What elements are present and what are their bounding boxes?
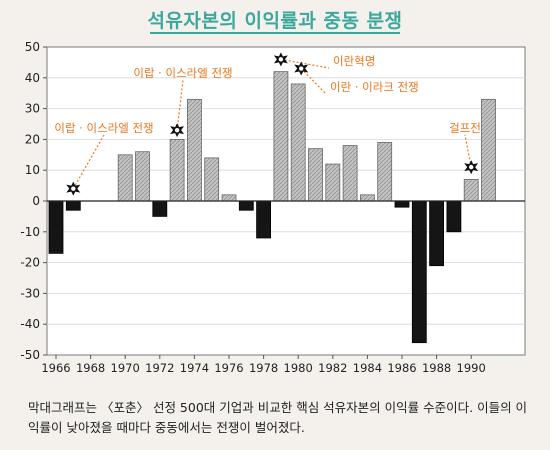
x-tick-label: 1982 bbox=[318, 361, 347, 375]
annotation-label: 이란 · 이라크 전쟁 bbox=[330, 80, 419, 94]
annotation-connector bbox=[176, 79, 184, 131]
explosion-icon bbox=[464, 160, 479, 175]
chart-title: 석유자본의 이익률과 중동 분쟁 bbox=[147, 10, 403, 32]
explosion-icon bbox=[66, 181, 81, 196]
bar-1967 bbox=[65, 200, 81, 211]
bar-1970 bbox=[117, 154, 133, 202]
bar-1978 bbox=[256, 200, 272, 239]
annotation-label: 이랍 · 이스라엘 전쟁 bbox=[54, 121, 153, 135]
x-tick-label: 1968 bbox=[76, 361, 105, 375]
y-tick-label: 30 bbox=[25, 102, 40, 116]
annotation-label: 걸프전 bbox=[449, 121, 481, 135]
bar-1989 bbox=[446, 200, 462, 233]
annotation-connector bbox=[300, 68, 327, 95]
explosion-icon bbox=[294, 61, 309, 76]
bar-1980 bbox=[290, 83, 306, 202]
annotation-label: 이란혁명 bbox=[333, 54, 375, 68]
bar-1983 bbox=[342, 145, 358, 202]
bar-1976 bbox=[221, 194, 237, 202]
title-band: 석유자본의 이익률과 중동 분쟁 bbox=[0, 0, 550, 40]
bar-1973 bbox=[169, 138, 185, 202]
title-underline bbox=[150, 32, 400, 34]
x-tick-label: 1976 bbox=[214, 361, 243, 375]
x-tick-label: 1990 bbox=[457, 361, 486, 375]
explosion-icon bbox=[170, 123, 185, 138]
y-tick-label: 40 bbox=[25, 71, 40, 85]
y-tick-label: -30 bbox=[20, 286, 40, 300]
bar-1984 bbox=[359, 194, 375, 202]
bar-1991 bbox=[481, 98, 496, 202]
y-tick-label: 20 bbox=[25, 132, 40, 146]
y-tick-label: 0 bbox=[32, 194, 40, 208]
bar-1981 bbox=[308, 148, 323, 202]
bar-1971 bbox=[135, 151, 150, 202]
x-tick-label: 1978 bbox=[249, 361, 278, 375]
caption: 막대그래프는 〈포춘〉 선정 500대 기업과 비교한 핵심 석유자본의 이익률… bbox=[28, 400, 528, 435]
x-tick-label: 1972 bbox=[145, 361, 174, 375]
bar-1977 bbox=[238, 200, 254, 211]
bar-1985 bbox=[377, 142, 393, 202]
bar-1986 bbox=[394, 200, 410, 208]
x-tick-label: 1970 bbox=[111, 361, 140, 375]
explosion-icon bbox=[273, 52, 288, 67]
bar-1982 bbox=[325, 163, 341, 202]
bar-1974 bbox=[186, 98, 202, 202]
y-tick-label: -10 bbox=[20, 225, 40, 239]
x-tick-label: 1980 bbox=[284, 361, 313, 375]
y-tick-label: -40 bbox=[20, 317, 40, 331]
annotation-connector bbox=[464, 134, 472, 168]
y-tick-label: -20 bbox=[20, 256, 40, 270]
y-axis: 50 40 30 20 10 0 -10 -20 -30 -40 -50 bbox=[20, 40, 47, 362]
y-tick-label: -50 bbox=[20, 348, 40, 362]
bar-1979 bbox=[273, 71, 289, 202]
bar-1990 bbox=[463, 179, 479, 202]
bar-1987 bbox=[411, 200, 427, 344]
annotation-connector bbox=[280, 58, 330, 69]
bar-1988 bbox=[429, 200, 445, 267]
x-tick-label: 1984 bbox=[353, 361, 382, 375]
x-tick-label: 1988 bbox=[422, 361, 451, 375]
y-tick-label: 10 bbox=[25, 163, 40, 177]
bar-1972 bbox=[152, 200, 168, 217]
y-tick-label: 50 bbox=[25, 40, 40, 54]
x-tick-label: 1974 bbox=[180, 361, 209, 375]
bar-1975 bbox=[204, 157, 220, 202]
x-tick-label: 1986 bbox=[387, 361, 416, 375]
x-axis: 1966 1968 1970 1972 1974 1976 1978 1980 1982 1984… bbox=[41, 355, 486, 375]
x-tick-label: 1966 bbox=[41, 361, 70, 375]
bar-1966 bbox=[48, 200, 64, 254]
annotation-label: 이랍 · 이스라엘 전쟁 bbox=[133, 66, 232, 80]
